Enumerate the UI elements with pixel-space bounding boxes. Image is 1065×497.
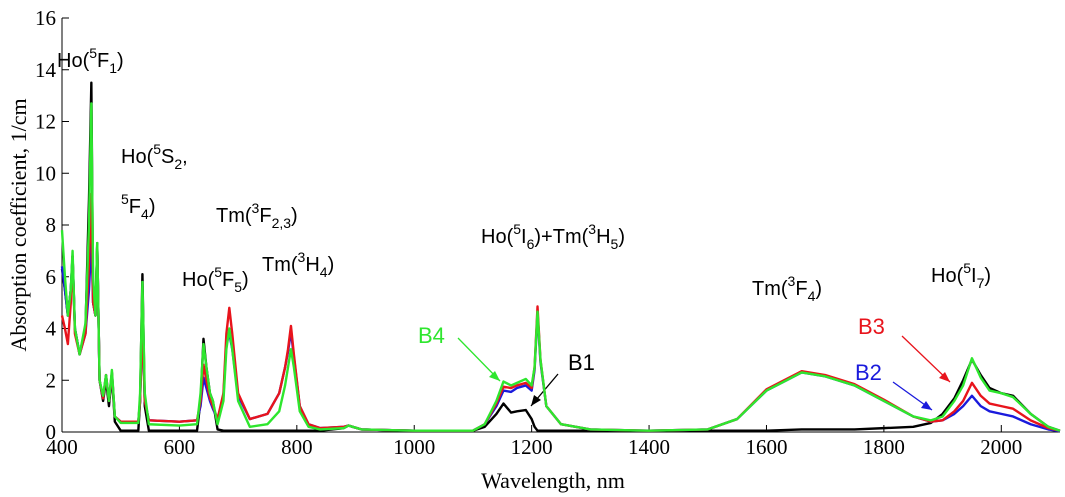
series-line [60,102,1061,432]
annotation-part: ) [149,196,156,218]
annotation-part: 5 [234,279,242,295]
y-tick-label: 12 [35,110,56,134]
arrowhead [489,371,500,381]
annotation-part: , [182,146,188,168]
y-tick-label: 8 [46,213,57,237]
x-tick-label: 2000 [980,435,1022,459]
arrowhead [939,372,950,382]
annotation-part: Ho( [121,146,154,168]
annotation-part: 4 [320,264,328,280]
arrowhead [531,395,541,406]
x-tick-label: 1400 [628,435,670,459]
annotation-part: 5 [513,221,521,237]
series-label: B4 [418,323,445,348]
annotation-part: ) [117,50,124,72]
annotation: Ho(5I6)+Tm(3H5) [481,221,625,252]
annotation-part: ) [815,278,822,300]
annotation: Ho(5I7) [931,260,991,291]
annotation-part: 5 [963,260,971,276]
arrowhead [921,401,932,410]
y-tick-label: 14 [35,58,57,82]
annotation-part: 5 [611,236,619,252]
annotation-part: ) [328,254,335,276]
y-tick-label: 16 [35,6,56,30]
annotation-part: 1 [109,60,117,76]
annotation: Tm(3H4) [262,249,334,280]
annotation-part: F [129,196,141,218]
annotation-part: 5 [121,191,129,207]
x-tick-label: 1200 [511,435,553,459]
annotation-part: ) [242,269,249,291]
annotation-part: )+Tm( [534,226,588,248]
series-label: B2 [855,360,882,385]
annotation-part: 2,3 [272,215,292,231]
y-tick-label: 10 [35,161,56,185]
annotation-part: Tm( [216,205,252,227]
series-line [60,81,1061,432]
y-tick-label: 2 [46,368,57,392]
annotation-part: Ho( [481,226,514,248]
annotation: 5F4) [121,191,155,222]
annotation-part: 6 [527,236,535,252]
annotation-part: 3 [588,221,596,237]
x-tick-label: 1600 [745,435,787,459]
annotation: Ho(5F5) [182,264,249,295]
annotation-part: H [305,254,319,276]
annotation-part: 5 [214,264,222,280]
y-tick-label: 0 [46,420,57,444]
annotation-part: 5 [89,45,97,61]
annotation-part: 4 [808,288,816,304]
x-tick-label: 1800 [863,435,905,459]
annotation-part: F [795,278,807,300]
annotation-part: F [259,205,271,227]
annotation-part: 3 [252,200,260,216]
annotation-part: 4 [141,206,149,222]
annotation-part: ) [984,265,991,287]
annotation-part: F [97,50,109,72]
y-axis-label: Absorption coefficient, 1/cm [6,98,31,351]
series-label: B3 [858,314,885,339]
annotation-part: Ho( [931,265,964,287]
x-tick-label: 600 [164,435,196,459]
annotation-part: ) [618,226,625,248]
x-tick-label: 400 [46,435,78,459]
y-tick-label: 6 [46,265,57,289]
x-tick-label: 1000 [393,435,435,459]
annotation-part: Ho( [57,50,90,72]
x-axis-label: Wavelength, nm [481,468,625,493]
annotation-part: Tm( [752,278,788,300]
annotation: Ho(5S2, [121,141,188,172]
series-label: B1 [568,350,595,375]
annotation-part: I [521,226,527,248]
annotation-part: 3 [298,249,306,265]
annotation-part: Ho( [182,269,215,291]
annotation-part: 3 [788,273,796,289]
annotation-part: 5 [153,141,161,157]
annotation-part: 7 [977,275,985,291]
annotation-part: S [161,146,174,168]
y-tick-label: 4 [46,317,57,341]
annotation: Ho(5F1) [57,45,124,76]
annotation: Tm(3F2,3) [216,200,298,231]
annotation-part: Tm( [262,254,298,276]
annotation-part: 2 [174,156,182,172]
x-tick-label: 800 [281,435,313,459]
arrow [901,335,951,383]
annotation-part: I [971,265,977,287]
annotation-part: F [222,269,234,291]
annotation: Tm(3F4) [752,273,822,304]
annotation-part: H [596,226,610,248]
annotation-part: ) [291,205,298,227]
